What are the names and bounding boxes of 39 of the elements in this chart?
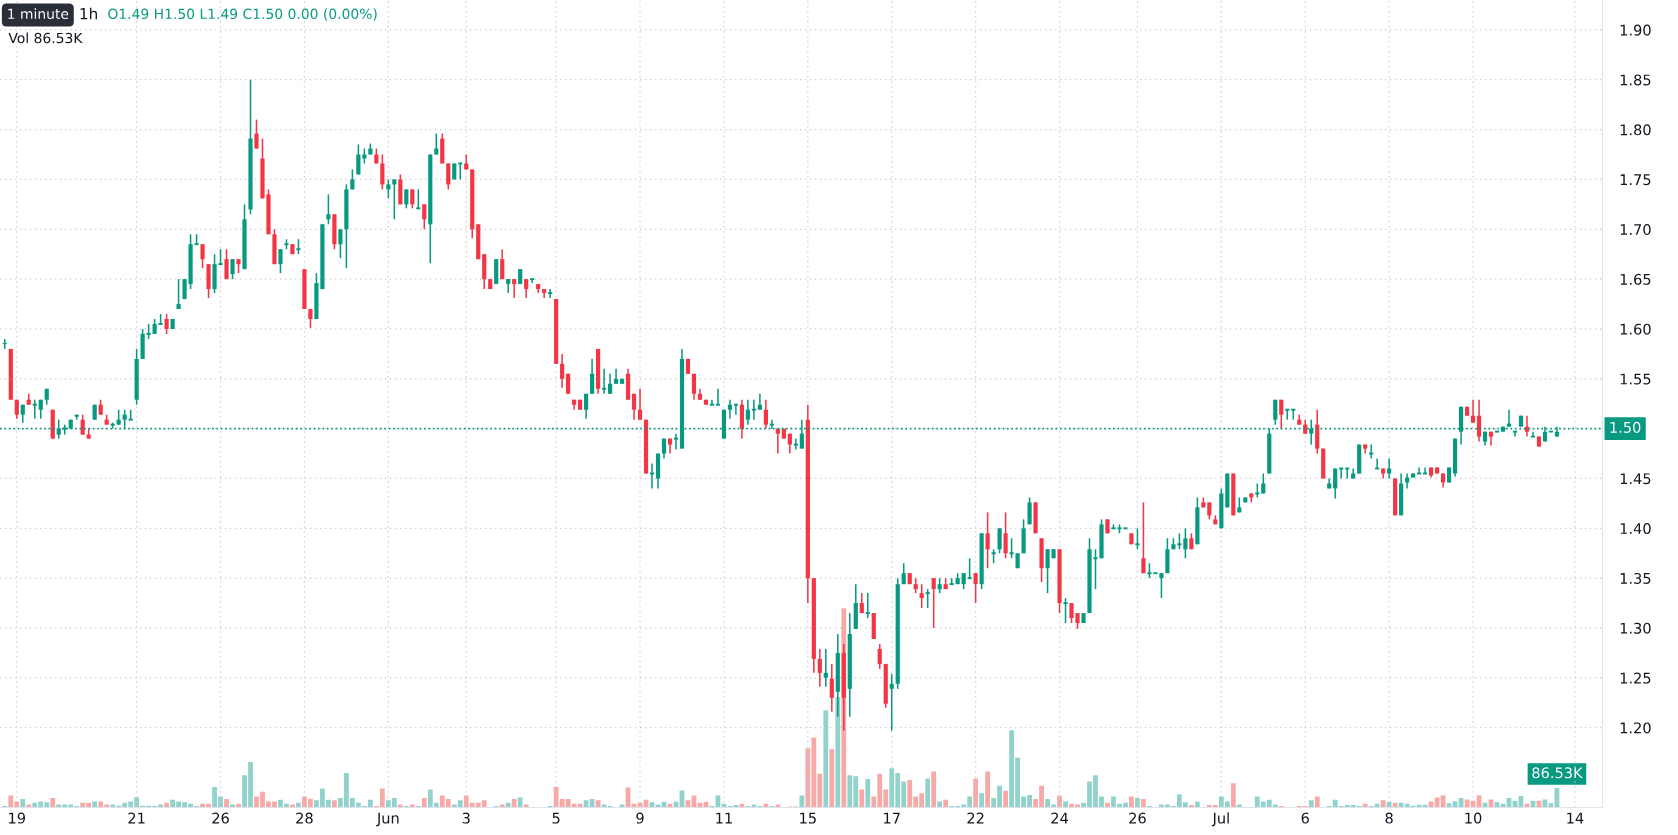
x-tick-label: 15: [800, 812, 816, 824]
x-tick-label: 9: [636, 812, 644, 824]
x-tick-label: 11: [716, 812, 732, 824]
y-tick-label: 1.90: [1620, 24, 1651, 36]
y-tick-label: 1.45: [1620, 473, 1651, 485]
x-tick-label: 14: [1567, 812, 1584, 824]
x-tick-label: 3: [462, 812, 470, 824]
x-tick-label: 22: [967, 812, 984, 824]
x-tick-label: 17: [884, 812, 900, 824]
y-tick-label: 1.30: [1620, 622, 1651, 634]
x-tick-label: 8: [1385, 812, 1393, 824]
y-tick-label: 1.75: [1620, 174, 1651, 186]
x-tick-label: 26: [1129, 812, 1146, 824]
x-tick-label: 10: [1465, 812, 1482, 824]
x-tick-label: Jul: [1211, 812, 1229, 827]
y-tick-label: 1.60: [1620, 323, 1651, 335]
data-label: 86.53K: [1532, 767, 1583, 779]
y-tick-label: 1.20: [1620, 722, 1651, 734]
y-tick-label: 1.65: [1620, 273, 1651, 285]
y-tick-label: 1.35: [1620, 572, 1651, 584]
x-tick-label: 21: [128, 812, 145, 824]
annotation: 1 minute: [8, 8, 69, 20]
x-tick-label: 6: [1301, 812, 1309, 824]
annotation: Vol 86.53K: [8, 32, 83, 44]
annotation: O1.49 H1.50 L1.49 C1.50 0.00 (0.00%): [108, 8, 377, 21]
x-tick-label: 24: [1051, 812, 1068, 824]
y-tick-label: 1.25: [1620, 672, 1651, 684]
x-tick-label: 19: [9, 812, 26, 824]
chart-title: 1h: [80, 7, 97, 20]
y-tick-label: 1.85: [1620, 74, 1651, 86]
x-tick-label: 26: [212, 812, 229, 824]
y-tick-label: 1.40: [1620, 523, 1651, 535]
x-tick-label: 28: [296, 812, 313, 824]
y-tick-label: 1.70: [1620, 223, 1651, 236]
y-tick-label: 1.80: [1620, 124, 1651, 136]
ref-line-label: 1.50: [1610, 421, 1641, 433]
y-tick-label: 1.55: [1620, 373, 1651, 385]
x-tick-label: Jun: [376, 812, 399, 827]
x-tick-label: 5: [552, 812, 560, 824]
